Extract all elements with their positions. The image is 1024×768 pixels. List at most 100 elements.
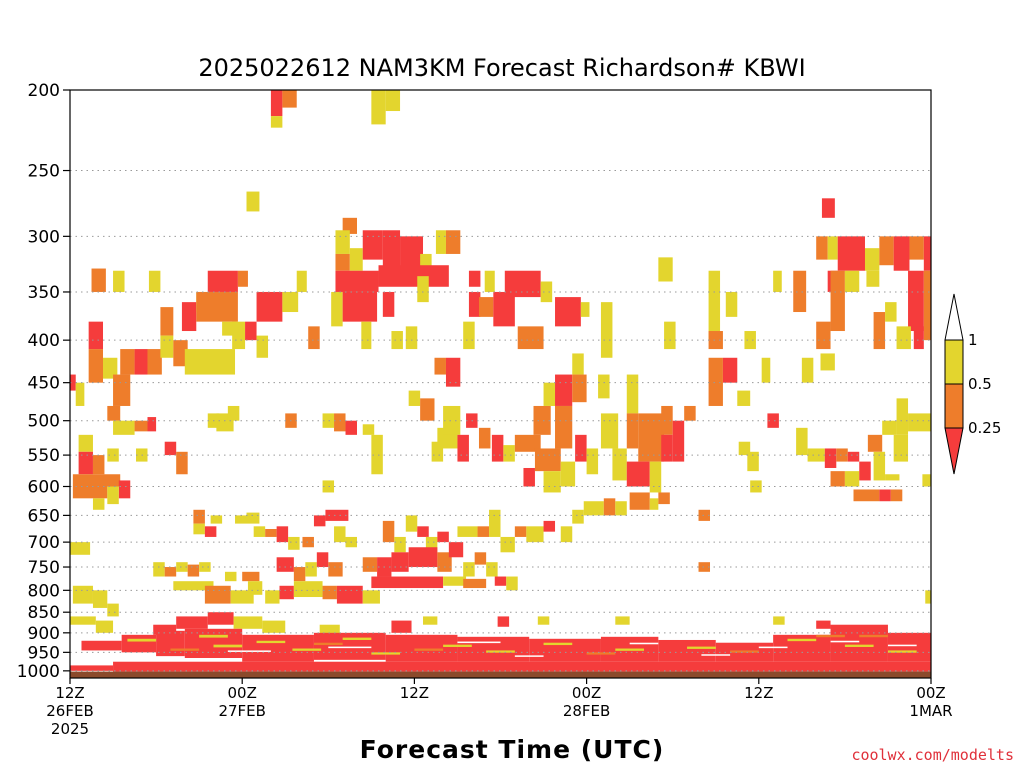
y-tick-label: 500 — [28, 412, 60, 432]
data-cell — [425, 536, 438, 553]
y-tick-label: 450 — [28, 374, 60, 394]
data-cell — [626, 374, 639, 414]
data-cell — [92, 590, 108, 608]
data-cell — [486, 650, 515, 653]
data-cell — [153, 562, 165, 577]
x-tick-label: 2025 — [51, 720, 89, 738]
data-cell — [684, 405, 696, 421]
ground-fill — [70, 671, 931, 678]
data-cell — [246, 191, 260, 212]
data-cell — [879, 236, 894, 266]
data-cell — [313, 632, 386, 660]
data-cell — [233, 616, 263, 629]
data-cell — [830, 270, 845, 332]
data-cell — [382, 291, 395, 317]
data-cell — [296, 270, 307, 292]
data-cell — [600, 302, 613, 358]
data-cell — [322, 585, 337, 600]
x-tick-label: 12Z — [55, 684, 84, 702]
data-cell — [394, 536, 406, 553]
data-cell — [836, 448, 848, 462]
ground-band — [70, 671, 931, 678]
data-cell — [445, 357, 461, 387]
data-cell — [698, 509, 711, 521]
data-cell — [503, 445, 515, 462]
data-cell — [626, 413, 639, 449]
data-cell — [153, 624, 177, 635]
data-cell — [909, 236, 924, 260]
data-cell — [744, 331, 756, 350]
data-cell — [345, 420, 357, 435]
chart-title: 2025022612 NAM3KM Forecast Richardson# K… — [198, 54, 805, 82]
data-cell — [586, 448, 599, 475]
data-cell — [334, 413, 346, 432]
data-cell — [816, 620, 831, 629]
data-cell — [629, 492, 650, 510]
data-cell — [113, 270, 125, 292]
x-tick-label: 28FEB — [563, 702, 610, 720]
data-cell — [70, 616, 96, 625]
data-cell — [331, 291, 343, 327]
data-cell — [793, 270, 807, 313]
data-cell — [334, 526, 346, 543]
data-cell — [672, 420, 685, 462]
data-cell — [908, 413, 931, 432]
data-cell — [371, 652, 401, 655]
data-cell — [408, 547, 438, 568]
data-cell — [816, 321, 831, 350]
data-cell — [385, 634, 458, 662]
legend-label: 1 — [968, 331, 978, 349]
data-cell — [176, 616, 208, 629]
data-cell — [493, 291, 515, 327]
data-cell — [830, 471, 845, 487]
data-cell — [282, 90, 297, 108]
data-cell — [335, 230, 350, 254]
data-cell — [336, 585, 363, 604]
data-cell — [844, 270, 860, 292]
data-cell — [88, 321, 104, 350]
data-cell — [308, 326, 320, 350]
data-cell — [279, 585, 294, 600]
data-cell — [824, 448, 837, 468]
data-cell — [92, 455, 105, 475]
data-cell — [853, 489, 880, 502]
data-cell — [468, 270, 481, 287]
data-cell — [514, 434, 541, 452]
data-cell — [887, 632, 931, 662]
data-cell — [121, 634, 157, 653]
data-cell — [207, 270, 238, 292]
x-tick-label: 27FEB — [218, 702, 265, 720]
data-cell — [827, 236, 838, 260]
data-cell — [293, 567, 306, 582]
data-cell — [497, 616, 510, 627]
data-cell — [615, 648, 644, 651]
data-cell — [103, 357, 118, 379]
data-cell — [658, 257, 673, 282]
data-cell — [489, 509, 501, 537]
data-cell — [821, 198, 835, 218]
grid-lines — [70, 170, 931, 672]
y-tick-label: 700 — [28, 533, 60, 553]
data-cell — [463, 578, 487, 589]
y-tick-label: 300 — [28, 227, 60, 247]
data-cell — [265, 529, 277, 537]
data-cell — [807, 448, 825, 462]
data-cell — [864, 248, 880, 271]
data-cell — [78, 451, 93, 475]
data-cell — [325, 509, 349, 521]
data-cell — [113, 661, 932, 672]
data-cell — [232, 321, 246, 350]
data-cell — [925, 590, 931, 604]
data-cell — [887, 644, 917, 647]
data-cell — [107, 448, 119, 462]
data-cell — [586, 652, 616, 655]
data-cell — [885, 302, 897, 322]
data-cell — [443, 576, 467, 586]
data-cell — [305, 562, 317, 577]
data-cell — [160, 307, 174, 336]
y-tick-label: 1000 — [17, 662, 60, 682]
data-cell — [371, 434, 383, 475]
data-cell — [113, 420, 135, 435]
data-cell — [70, 374, 76, 391]
